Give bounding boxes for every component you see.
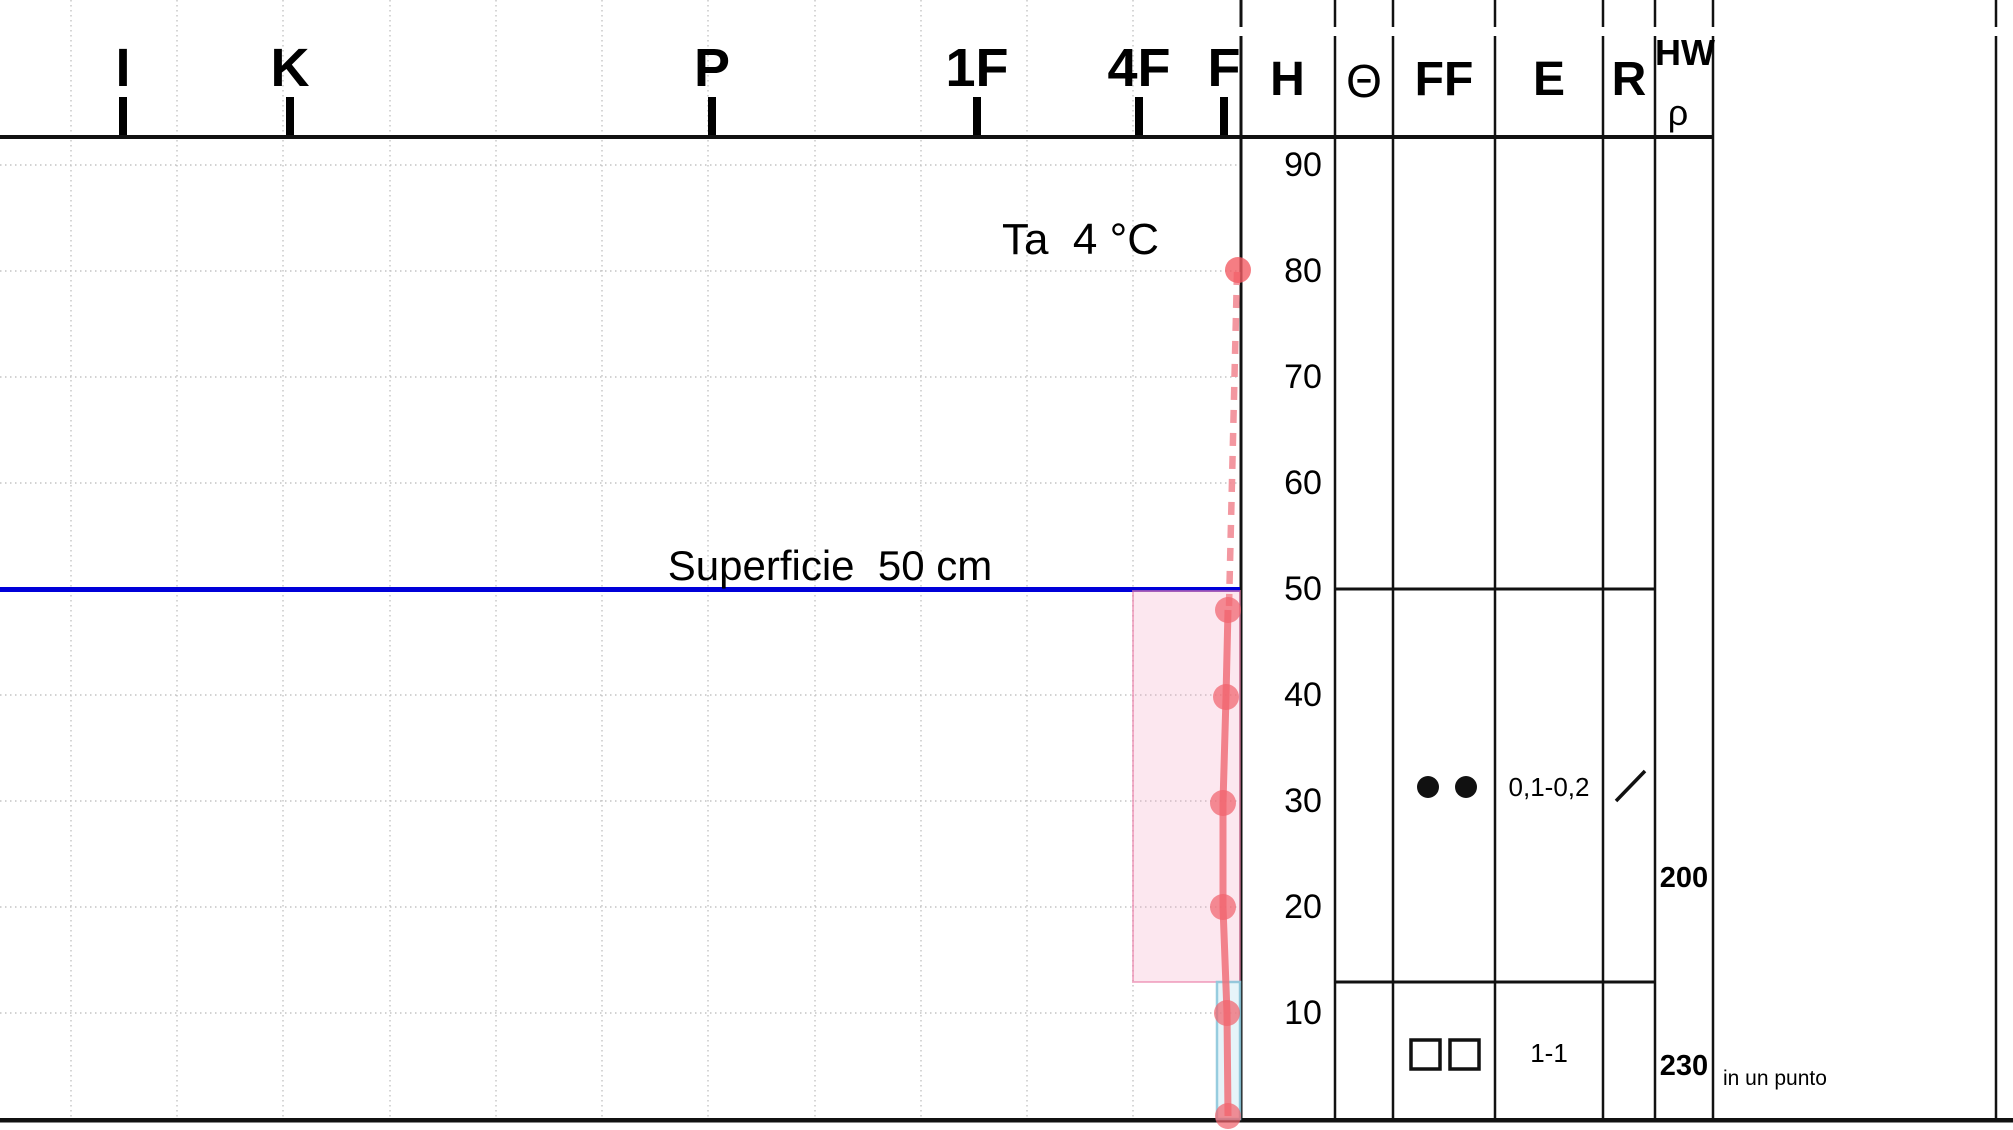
air-temperature-label: Ta 4 °C <box>1002 215 1159 264</box>
column-header-e: E <box>1532 53 1565 106</box>
hardness-axis-ticks <box>119 97 1228 137</box>
grid-lines <box>0 0 1240 1118</box>
column-header-hw: HW <box>1655 32 1715 73</box>
depth-label-30: 30 <box>1284 782 1322 820</box>
ground-line <box>0 1118 2013 1123</box>
hardness-label-p: P <box>693 38 731 98</box>
temperature-dashed-segment <box>1225 271 1241 607</box>
column-header-rho: ρ <box>1667 92 1689 133</box>
column-header-ff: FF <box>1414 53 1474 106</box>
rounded-grains-icon <box>1417 776 1477 798</box>
grain-size-layer-2: 1-1 <box>1530 1038 1568 1068</box>
temperature-profile <box>1210 257 1251 1129</box>
temperature-line <box>1219 609 1232 1117</box>
note-line-1: in un punto <box>1723 1067 1827 1090</box>
depth-label-70: 70 <box>1284 358 1322 396</box>
hardness-label-k: K <box>270 38 310 98</box>
column-header-r: R <box>1611 53 1647 106</box>
depth-label-10: 10 <box>1284 994 1322 1032</box>
depth-label-40: 40 <box>1284 676 1322 714</box>
faceted-grains-icon <box>1409 1038 1481 1071</box>
depth-label-50: 50 <box>1284 570 1322 608</box>
grain-form-symbols <box>1409 769 1647 1071</box>
column-header-h: H <box>1270 53 1305 106</box>
notes-block: in un punto del dist.anche grani 5 <box>1723 1024 1853 1130</box>
depth-label-60: 60 <box>1284 464 1322 502</box>
depth-label-90: 90 <box>1284 146 1322 184</box>
hardness-slash-icon <box>1614 769 1647 803</box>
grain-size-layer-1: 0,1-0,2 <box>1508 772 1590 802</box>
theta-symbol: Θ <box>1346 55 1382 107</box>
surface-line <box>0 587 1240 592</box>
temperature-points <box>1210 257 1251 1129</box>
hw-value-layer-1: 200 <box>1659 862 1709 894</box>
header-bottom-rule <box>0 135 1713 139</box>
hardness-label-4f: 4F <box>1107 38 1171 98</box>
depth-label-20: 20 <box>1284 888 1322 926</box>
hardness-label-i: I <box>115 38 131 98</box>
hardness-label-1f: 1F <box>945 38 1009 98</box>
depth-label-80: 80 <box>1284 252 1322 290</box>
surface-label: Superficie 50 cm <box>667 542 993 589</box>
hw-value-layer-2: 230 <box>1659 1050 1709 1082</box>
air-temperature-point <box>1225 257 1251 283</box>
hardness-label-f: F <box>1207 38 1241 98</box>
